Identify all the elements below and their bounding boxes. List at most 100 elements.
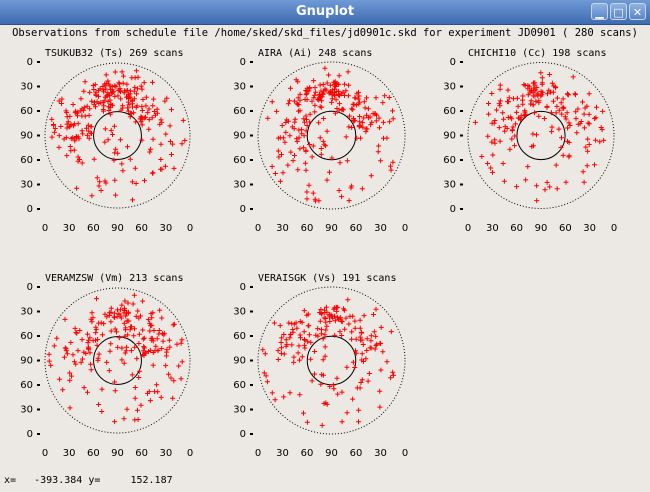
scan-point	[345, 93, 351, 99]
scan-point	[378, 367, 384, 373]
scan-point	[318, 146, 324, 151]
scan-point	[553, 110, 559, 116]
maximize-icon[interactable]: □	[610, 3, 627, 20]
scan-point	[301, 133, 307, 139]
scan-point	[168, 375, 174, 381]
scan-point	[319, 422, 325, 428]
scan-point	[79, 160, 85, 166]
scan-point	[388, 329, 394, 335]
scan-point	[91, 156, 97, 162]
scan-point	[509, 127, 515, 133]
scan-point	[75, 121, 81, 127]
scan-point	[89, 193, 95, 199]
close-icon[interactable]: ✕	[629, 3, 646, 20]
scan-point	[532, 110, 537, 116]
scan-point	[339, 419, 345, 425]
scan-point	[121, 73, 126, 79]
scan-point	[564, 110, 570, 116]
scan-point	[337, 160, 343, 166]
scan-point	[157, 121, 163, 127]
horizon-circle	[44, 62, 191, 209]
title-bar[interactable]: Gnuplot ▁ □ ✕	[0, 0, 650, 25]
scan-point	[132, 417, 138, 423]
scan-point	[522, 112, 528, 118]
scan-point	[272, 397, 278, 403]
scan-point	[560, 152, 566, 158]
scan-point	[113, 146, 119, 152]
plot-canvas[interactable]: Observations from schedule file /home/sk…	[0, 24, 650, 474]
scan-point	[92, 82, 98, 88]
scan-point	[110, 132, 115, 137]
scan-point	[102, 126, 108, 132]
y-tick-label: 90	[20, 356, 33, 367]
scan-point	[74, 330, 80, 336]
scan-point	[307, 85, 313, 91]
scan-point	[340, 89, 346, 95]
scan-point	[496, 125, 502, 131]
y-tick-label: 0	[240, 57, 246, 68]
scan-point	[597, 139, 603, 145]
scan-point	[150, 170, 156, 176]
scan-point	[97, 179, 103, 185]
scan-point	[303, 147, 309, 153]
scan-point	[322, 65, 328, 71]
scan-point	[131, 88, 137, 94]
scan-point	[346, 124, 352, 130]
y-readout: 152.187	[130, 475, 173, 486]
scan-point	[520, 93, 526, 99]
scan-point	[104, 314, 110, 320]
scan-point	[129, 372, 135, 378]
scan-point	[309, 378, 315, 384]
y-tick-label: 90	[443, 131, 456, 142]
scan-point	[320, 357, 326, 363]
y-tick-label: 60	[20, 380, 33, 391]
station-title: TSUKUB32 (Ts) 269 scans	[45, 48, 183, 59]
scan-point	[559, 111, 565, 117]
scan-point	[347, 113, 353, 119]
scan-point	[353, 102, 359, 108]
scan-point	[312, 371, 317, 377]
scan-point	[592, 162, 597, 168]
x-tick-label: 90	[111, 448, 124, 459]
scan-point	[158, 157, 164, 162]
scan-point	[143, 103, 149, 109]
scan-point	[127, 156, 133, 162]
scan-point	[296, 343, 302, 349]
scan-point	[67, 377, 73, 383]
scan-point	[306, 332, 312, 338]
scan-point	[64, 153, 70, 159]
scan-point	[54, 335, 60, 341]
scan-point	[539, 80, 545, 86]
x-tick-label: 0	[255, 448, 261, 459]
x-tick-label: 0	[611, 223, 617, 234]
scan-point	[86, 135, 92, 141]
scan-point	[278, 351, 284, 356]
scan-point	[151, 328, 157, 333]
scan-point	[145, 390, 150, 396]
scan-point	[342, 81, 348, 87]
scan-point	[127, 91, 133, 97]
scan-point	[534, 91, 540, 97]
scan-point	[58, 124, 64, 129]
scan-point	[295, 167, 301, 173]
scan-point	[343, 134, 349, 140]
y-tick-label: 60	[233, 155, 246, 166]
scan-point	[505, 87, 511, 93]
scan-point	[323, 327, 329, 333]
scan-point	[312, 109, 318, 115]
scan-point	[93, 104, 98, 110]
scan-point	[331, 92, 337, 98]
scan-point	[349, 329, 355, 335]
minimize-icon[interactable]: ▁	[591, 3, 608, 20]
scan-point	[124, 344, 130, 350]
scan-point	[84, 132, 90, 138]
scan-point	[601, 137, 607, 143]
scan-point	[119, 161, 125, 167]
scan-point	[329, 96, 335, 102]
scan-point	[321, 401, 327, 406]
status-bar: x= -393.384 y= 152.187	[4, 475, 173, 486]
y-tick-label: 0	[27, 429, 33, 440]
scan-point	[295, 79, 301, 85]
scan-point	[133, 181, 139, 186]
y-tick-label: 30	[233, 82, 246, 93]
